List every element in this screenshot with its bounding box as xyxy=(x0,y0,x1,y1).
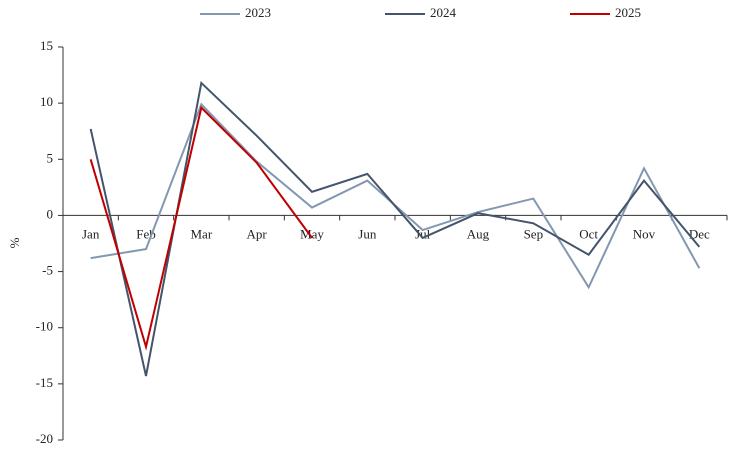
y-tick-label: -20 xyxy=(36,431,53,446)
legend-label: 2024 xyxy=(430,5,457,20)
x-tick-label: Oct xyxy=(579,226,598,241)
x-tick-label: Nov xyxy=(633,226,656,241)
y-tick-label: -10 xyxy=(36,319,53,334)
x-tick-label: Jun xyxy=(358,226,377,241)
x-tick-label: Jan xyxy=(82,226,100,241)
y-tick-label: 5 xyxy=(47,150,54,165)
series-line xyxy=(89,80,701,377)
y-tick-label: -15 xyxy=(36,375,53,390)
legend-label: 2023 xyxy=(245,5,271,20)
y-tick-label: 10 xyxy=(40,94,53,109)
x-tick-label: Apr xyxy=(247,226,268,241)
y-axis-label: % xyxy=(7,237,22,248)
y-tick-label: 0 xyxy=(47,206,54,221)
x-tick-label: Aug xyxy=(467,226,490,241)
y-tick-label: 15 xyxy=(40,38,53,53)
x-tick-label: May xyxy=(300,226,324,241)
x-tick-label: Sep xyxy=(524,226,544,241)
series-line xyxy=(89,105,313,351)
x-tick-label: Mar xyxy=(190,226,212,241)
legend-label: 2025 xyxy=(615,5,641,20)
x-tick-label: Dec xyxy=(689,226,710,241)
x-tick-label: Jul xyxy=(415,226,431,241)
y-tick-label: -5 xyxy=(42,263,53,278)
